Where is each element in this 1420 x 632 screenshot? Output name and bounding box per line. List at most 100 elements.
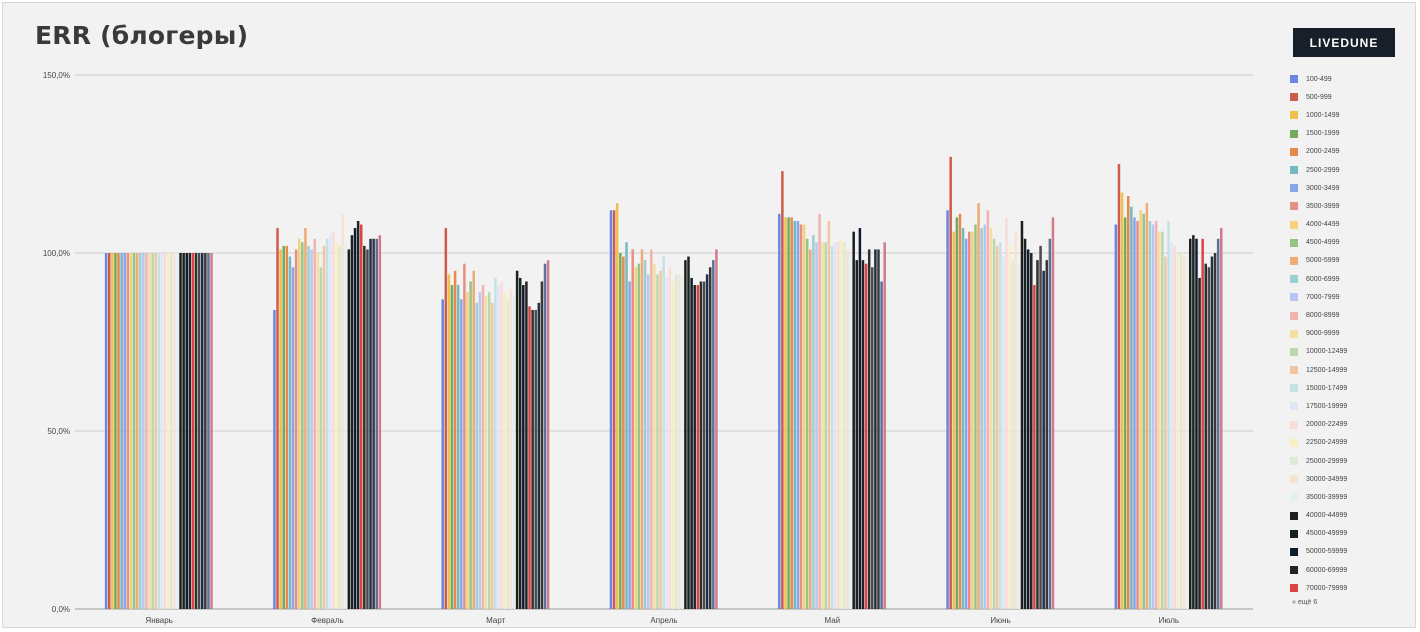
bar — [285, 245, 289, 609]
bar — [282, 245, 285, 609]
legend-swatch — [1290, 384, 1298, 393]
bar — [1133, 217, 1136, 609]
legend-swatch — [1290, 566, 1298, 575]
bar — [194, 253, 198, 609]
bar — [1210, 256, 1214, 609]
legend-item: 8000-8999 — [1290, 306, 1347, 324]
bar — [843, 242, 846, 609]
bar — [1136, 220, 1139, 609]
bar — [500, 281, 503, 609]
bar — [475, 302, 479, 609]
bar — [463, 263, 466, 609]
bar — [166, 253, 170, 609]
bar — [1176, 253, 1180, 609]
y-tick-label: 150,0% — [43, 71, 70, 80]
livedune-logo-button[interactable]: LIVEDUNE — [1293, 28, 1395, 57]
legend-item: 3500-3999 — [1290, 197, 1347, 215]
bar — [138, 253, 142, 609]
bar — [338, 245, 341, 609]
bar — [693, 285, 696, 609]
legend-item: 35000-39999 — [1290, 488, 1347, 506]
legend-swatch — [1290, 256, 1298, 265]
x-tick-label: Январь — [145, 616, 172, 625]
legend-swatch — [1290, 220, 1298, 229]
bar — [1158, 231, 1161, 609]
bar — [625, 242, 628, 609]
bar — [328, 235, 332, 609]
bar — [160, 253, 164, 609]
bar — [1020, 220, 1024, 609]
legend-swatch — [1290, 366, 1298, 375]
bar — [1008, 245, 1011, 609]
legend-swatch — [1290, 529, 1298, 538]
bar — [466, 292, 469, 609]
bar — [1130, 206, 1133, 609]
legend-swatch — [1290, 493, 1298, 502]
legend-label: 17500-19999 — [1306, 402, 1348, 410]
legend-swatch — [1290, 457, 1298, 466]
legend-swatch — [1290, 184, 1298, 193]
bar — [640, 249, 644, 609]
bar — [628, 281, 631, 609]
bar — [313, 238, 316, 609]
bar — [301, 242, 304, 609]
bar — [619, 253, 622, 609]
bar — [142, 253, 145, 609]
bar — [815, 242, 818, 609]
bar — [690, 277, 693, 609]
legend-item: 100-499 — [1290, 70, 1347, 88]
bar — [784, 217, 787, 609]
bar — [509, 288, 513, 609]
legend-label: 60000-69999 — [1306, 566, 1348, 574]
bar — [497, 285, 500, 609]
bar — [528, 306, 531, 609]
legend-swatch — [1290, 129, 1298, 138]
bar — [1167, 220, 1170, 609]
legend-item: 7000-7999 — [1290, 288, 1347, 306]
bar — [537, 302, 541, 609]
bar — [484, 295, 488, 609]
bar — [1151, 224, 1155, 609]
bar — [805, 238, 809, 609]
bar — [883, 242, 886, 609]
bar — [117, 253, 120, 609]
bar — [946, 210, 949, 609]
bar — [799, 224, 803, 609]
legend-label: 20000-22499 — [1306, 421, 1348, 429]
bar — [472, 270, 475, 609]
bar — [787, 217, 790, 609]
bar — [1014, 231, 1018, 609]
legend-label: 50000-59999 — [1306, 548, 1348, 556]
bar — [279, 249, 282, 609]
bar — [849, 253, 852, 609]
bar — [456, 285, 460, 609]
legend-label: 4500-4999 — [1306, 239, 1340, 247]
bar — [359, 224, 363, 609]
legend-label: 35000-39999 — [1306, 493, 1348, 501]
bar — [104, 253, 108, 609]
bar — [643, 260, 647, 609]
bar — [615, 203, 619, 609]
bar — [145, 253, 148, 609]
bar — [316, 253, 320, 609]
bar — [188, 253, 192, 609]
bar — [179, 253, 182, 609]
bar — [989, 228, 993, 609]
bar — [173, 253, 176, 609]
legend-more-link[interactable]: « ещё 6 — [1292, 599, 1318, 607]
bar — [827, 220, 831, 609]
bar — [372, 238, 375, 609]
bar — [123, 253, 126, 609]
legend-label: 12500-14999 — [1306, 366, 1348, 374]
bar — [1148, 220, 1152, 609]
legend-swatch — [1290, 402, 1298, 411]
x-tick-label: Март — [486, 616, 505, 625]
legend-swatch — [1290, 275, 1298, 284]
bar — [796, 220, 800, 609]
bar — [200, 253, 204, 609]
bar — [304, 228, 307, 609]
legend-item: 12500-14999 — [1290, 361, 1347, 379]
bar — [494, 277, 497, 609]
bar — [1127, 196, 1130, 610]
bar — [191, 253, 195, 609]
